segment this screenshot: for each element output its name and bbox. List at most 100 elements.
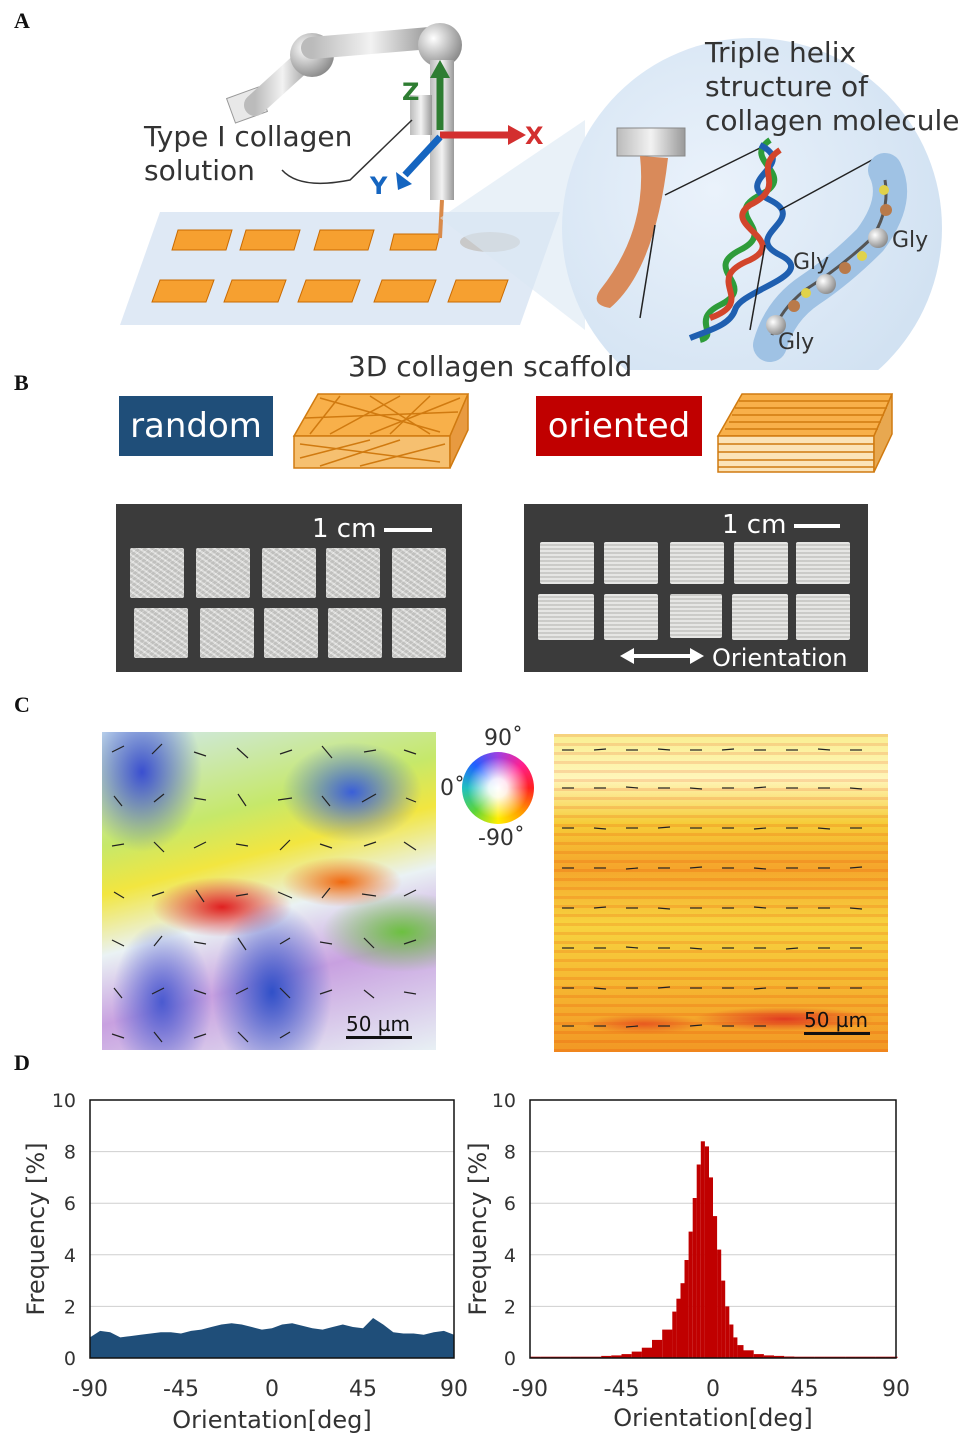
oriented-y-axis-label: Frequency [%] xyxy=(464,1142,492,1315)
y-tick-label: 0 xyxy=(64,1348,76,1370)
random-scale-bar xyxy=(384,528,432,532)
zoom-cone xyxy=(440,120,585,330)
random-sample xyxy=(392,548,446,598)
oriented-sample xyxy=(670,594,722,638)
helix-title-line1: Triple helix xyxy=(705,36,857,69)
y-tick-label: 10 xyxy=(52,1090,76,1112)
x-tick-label: -90 xyxy=(512,1377,548,1402)
histogram-bar xyxy=(631,1351,642,1358)
random-y-axis-label: Frequency [%] xyxy=(22,1142,50,1315)
random-sample xyxy=(134,608,188,658)
x-tick-label: -45 xyxy=(163,1377,199,1402)
panel-letter-b: B xyxy=(14,370,29,395)
y-tick-label: 2 xyxy=(64,1296,76,1318)
histogram-bar xyxy=(611,1355,622,1358)
histogram-bar xyxy=(713,1216,718,1358)
random-x-axis-label: Orientation[deg] xyxy=(172,1406,371,1434)
helix-title-line3: collagen molecule xyxy=(705,104,960,137)
random-label: random xyxy=(119,396,273,456)
nozzle-zoom xyxy=(616,127,686,157)
histogram-bar xyxy=(774,1355,785,1358)
histogram-bar xyxy=(708,1177,713,1358)
oriented-map-scale-text: 50 µm xyxy=(804,1008,869,1032)
x-tick-label: 0 xyxy=(706,1377,720,1402)
solution-label-line2: solution xyxy=(144,154,255,187)
gly-label-3: Gly xyxy=(778,330,815,355)
x-tick-label: 90 xyxy=(882,1377,910,1402)
histogram-bar xyxy=(680,1283,685,1358)
gly-label-2: Gly xyxy=(793,250,830,275)
y-tick-label: 6 xyxy=(504,1193,516,1215)
axis-z-label: Z xyxy=(402,78,420,106)
y-tick-label: 8 xyxy=(504,1142,516,1164)
random-map-scale-text: 50 µm xyxy=(346,1012,411,1036)
y-tick-label: 4 xyxy=(504,1245,516,1267)
panel-letter-c: C xyxy=(14,692,30,717)
histogram-bar xyxy=(692,1198,697,1358)
x-tick-label: 45 xyxy=(791,1377,819,1402)
histogram-bar xyxy=(601,1355,612,1358)
oriented-scale-bar xyxy=(794,524,840,528)
random-map-scale-bar xyxy=(346,1036,412,1039)
y-tick-label: 4 xyxy=(64,1245,76,1267)
panel-letter-a: A xyxy=(14,8,30,33)
random-sample xyxy=(200,608,254,658)
random-sample xyxy=(262,548,316,598)
random-sample xyxy=(130,548,184,598)
oriented-sample xyxy=(538,594,594,640)
oriented-scaffold-block xyxy=(716,393,894,473)
y-axis-arrow xyxy=(402,134,443,178)
oriented-sample xyxy=(796,594,850,640)
histogram-bar xyxy=(621,1354,632,1358)
random-vector-field xyxy=(111,743,417,1043)
histogram-bar xyxy=(676,1298,681,1358)
helix-title-line2: structure of xyxy=(705,70,868,103)
histogram-bar xyxy=(696,1164,701,1358)
collagen-strand xyxy=(596,156,668,308)
y-tick-label: 10 xyxy=(492,1090,516,1112)
chart-oriented: 0 2 4 6 8 10 -90 -45 0 45 90 Orientation[deg] Fre… xyxy=(464,1090,910,1432)
panel-letter-d: D xyxy=(14,1050,30,1075)
nozzle xyxy=(438,199,444,239)
histogram-bar xyxy=(717,1249,722,1358)
molecule-chain xyxy=(766,179,892,336)
solution-leader-line xyxy=(281,119,413,185)
x-tick-label: -90 xyxy=(72,1377,108,1402)
triple-helix xyxy=(688,137,794,343)
oriented-scale-text: 1 cm xyxy=(722,510,787,540)
random-photo: 1 cm xyxy=(116,504,462,672)
oriented-sample xyxy=(540,542,594,584)
oriented-orientation-map: 50 µm xyxy=(554,734,888,1052)
panel-a-illustration xyxy=(120,23,942,370)
x-tick-label: -45 xyxy=(604,1377,640,1402)
scaffold-caption: 3D collagen scaffold xyxy=(348,350,633,383)
wheel-label-neg90: -90˚ xyxy=(478,826,525,851)
solution-label-line1: Type I collagen xyxy=(144,120,353,153)
random-plot-frame xyxy=(89,1099,455,1359)
axis-x-label: X xyxy=(525,122,544,150)
x-tick-label: 45 xyxy=(349,1377,377,1402)
oriented-sample xyxy=(604,594,658,640)
random-scale-text: 1 cm xyxy=(312,514,377,544)
orientation-color-wheel xyxy=(462,752,534,824)
random-sample xyxy=(264,608,318,658)
oriented-sample xyxy=(732,594,788,640)
panel-d-charts: 0 2 4 6 8 10 -90 -45 0 45 90 Orientation[deg] Fre… xyxy=(22,1090,910,1434)
histogram-bar xyxy=(700,1141,705,1358)
axis-y-label: Y xyxy=(370,172,388,200)
x-tick-label: 90 xyxy=(440,1377,468,1402)
oriented-sample xyxy=(604,542,658,584)
histogram-bar xyxy=(763,1355,774,1358)
histogram-bar xyxy=(729,1324,734,1358)
gly-label-1: Gly xyxy=(892,228,929,253)
oriented-label: oriented xyxy=(536,396,702,456)
chart-random: 0 2 4 6 8 10 -90 -45 0 45 90 Orientation[deg] Fre… xyxy=(22,1090,468,1434)
random-sample xyxy=(328,608,382,658)
y-tick-label: 0 xyxy=(504,1348,516,1370)
robot-upper-arm xyxy=(301,27,441,59)
histogram-bar xyxy=(672,1311,677,1358)
oriented-x-axis-label: Orientation[deg] xyxy=(613,1404,812,1432)
histogram-bar xyxy=(737,1345,744,1358)
oriented-vector-field xyxy=(562,748,863,1028)
x-tick-label: 0 xyxy=(265,1377,279,1402)
